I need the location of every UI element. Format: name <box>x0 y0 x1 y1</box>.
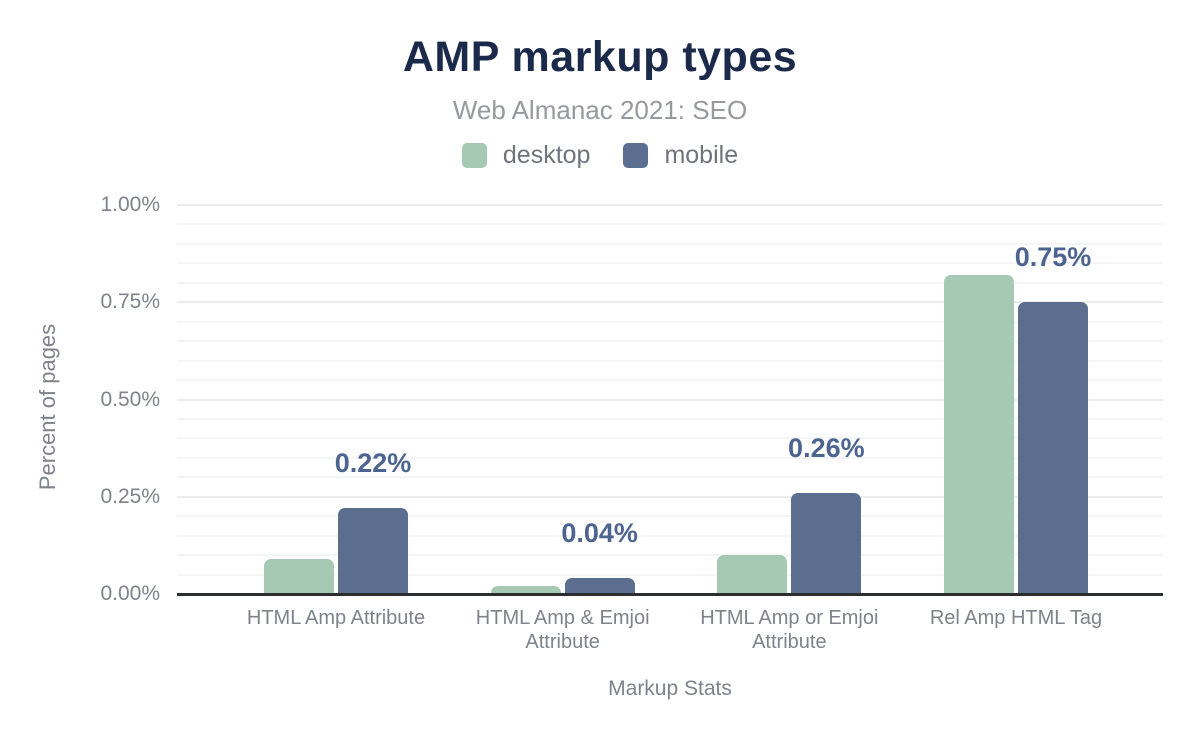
legend-item-mobile: mobile <box>623 141 738 170</box>
y-tick-0-75: 0.75% <box>100 290 160 314</box>
bar-value-html-amp-emjoi-attribute: 0.04% <box>561 518 638 549</box>
minor-gridline-30 <box>177 476 1163 479</box>
category-label-html-amp-attribute: HTML Amp Attribute <box>246 607 426 629</box>
minor-gridline-90 <box>177 242 1163 245</box>
bar-desktop-html-amp-emjoi-attribute <box>490 586 561 594</box>
legend-swatch-mobile <box>623 143 649 168</box>
y-tick-0-25: 0.25% <box>100 484 160 508</box>
minor-gridline-95 <box>177 223 1163 226</box>
bar-mobile-html-amp-emjoi-attribute <box>564 578 635 594</box>
major-gridline-25 <box>177 495 1163 498</box>
minor-gridline-15 <box>177 534 1163 537</box>
major-gridline-50 <box>177 398 1163 401</box>
minor-gridline-20 <box>177 515 1163 518</box>
legend: desktop mobile <box>0 141 1200 170</box>
x-axis-title: Markup Stats <box>608 677 732 700</box>
chart-title: AMP markup types <box>402 33 798 81</box>
minor-gridline-65 <box>177 340 1163 343</box>
minor-gridline-10 <box>177 554 1163 557</box>
minor-gridline-70 <box>177 320 1163 323</box>
bar-value-html-amp-or-emjoi-attribute: 0.26% <box>788 432 865 463</box>
bar-mobile-rel-amp-html-tag <box>1018 302 1088 594</box>
bar-mobile-html-amp-attribute <box>338 508 408 594</box>
minor-gridline-5 <box>177 573 1163 576</box>
minor-gridline-45 <box>177 417 1163 420</box>
bar-mobile-html-amp-or-emjoi-attribute <box>791 492 862 594</box>
x-axis-line <box>177 593 1163 596</box>
minor-gridline-85 <box>177 262 1163 265</box>
legend-label-mobile: mobile <box>664 141 739 169</box>
minor-gridline-80 <box>177 281 1163 284</box>
major-gridline-100 <box>177 204 1163 206</box>
minor-gridline-35 <box>177 456 1163 459</box>
y-tick-0-00: 0.00% <box>100 582 160 605</box>
category-label-rel-amp-html-tag: Rel Amp HTML Tag <box>929 607 1103 629</box>
legend-label-desktop: desktop <box>502 141 591 169</box>
bar-value-rel-amp-html-tag: 0.75% <box>1014 242 1092 273</box>
minor-gridline-55 <box>177 379 1163 382</box>
bar-desktop-html-amp-attribute <box>264 559 334 594</box>
minor-gridline-60 <box>177 359 1163 362</box>
y-tick-0-50: 0.50% <box>100 387 160 411</box>
bar-desktop-rel-amp-html-tag <box>944 275 1014 594</box>
major-gridline-75 <box>177 301 1163 304</box>
bar-value-html-amp-attribute: 0.22% <box>334 448 412 479</box>
legend-item-desktop: desktop <box>461 141 591 170</box>
minor-gridline-40 <box>177 437 1163 440</box>
plot-area: 0.00% 0.25% 0.50% 0.75% 1.00% 0.22% 0.04% 0.26%… <box>100 193 1163 653</box>
chart-subtitle: Web Almanac 2021: SEO <box>452 95 748 125</box>
category-label-html-amp-or-emjoi-attribute: HTML Amp or Emjoi Attribute <box>700 607 879 653</box>
bar-desktop-html-amp-or-emjoi-attribute <box>717 555 788 594</box>
y-tick-1-00: 1.00% <box>100 193 160 216</box>
category-label-html-amp-emjoi-attribute: HTML Amp & Emjoi Attribute <box>475 607 650 653</box>
legend-swatch-desktop <box>461 143 487 168</box>
